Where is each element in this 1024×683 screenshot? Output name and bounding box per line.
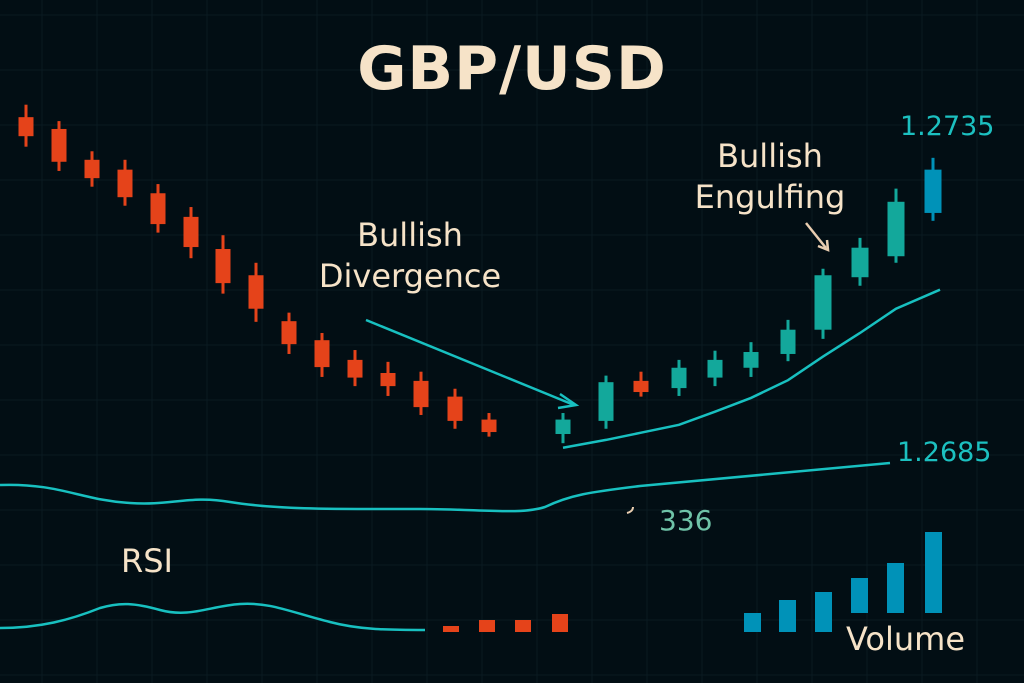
- candle-body: [814, 275, 832, 330]
- bearish-candle: [18, 104, 34, 147]
- bearish-candle: [481, 413, 497, 437]
- annotation-line: Bullish: [717, 137, 823, 175]
- bullish-candle: [555, 413, 571, 444]
- candle-body: [215, 249, 231, 284]
- candle-body: [671, 367, 687, 389]
- bullish-candle: [814, 268, 832, 339]
- bearish-candle: [51, 121, 67, 171]
- candle-body: [447, 396, 463, 421]
- moving-average-line: [562, 288, 941, 450]
- bearish-candle: [281, 312, 297, 354]
- volume-bar-bullish: [779, 600, 796, 632]
- volume-bar-bullish: [925, 532, 942, 613]
- small-mark: [626, 506, 634, 514]
- bullish-candle: [924, 157, 942, 221]
- volume-bars: [443, 532, 942, 632]
- annotation-line: Divergence: [318, 257, 502, 295]
- engulfing-arrow: [805, 222, 830, 252]
- candle-body: [380, 373, 396, 387]
- volume-bar-bearish: [515, 620, 531, 632]
- bearish-candle: [117, 159, 133, 206]
- bullish-candle: [851, 237, 869, 286]
- candle-body: [314, 340, 330, 368]
- candle-body: [84, 159, 100, 179]
- volume-bar-bearish: [443, 626, 459, 632]
- candle-body: [248, 275, 264, 309]
- candle-body: [347, 359, 363, 378]
- candle-body: [743, 352, 759, 368]
- bullish-candle: [743, 342, 759, 377]
- candle-body: [851, 247, 869, 278]
- candle-body: [780, 329, 796, 354]
- volume-bar-bearish: [479, 620, 495, 632]
- volume-bar-bullish: [887, 563, 904, 613]
- candle-body: [887, 201, 905, 257]
- price-label-top: 1.2735: [900, 111, 995, 142]
- bullish-candle: [780, 319, 796, 362]
- bearish-candle: [314, 332, 330, 377]
- bearish-candle: [347, 350, 363, 387]
- volume-bar-bullish: [744, 613, 761, 632]
- candle-body: [51, 128, 67, 162]
- candle-body: [281, 321, 297, 345]
- value-label: 336: [659, 504, 713, 537]
- bearish-candle: [633, 371, 649, 397]
- bearish-candle: [150, 184, 166, 233]
- chart-title: GBP/USD: [357, 34, 667, 104]
- bullish-candle: [598, 375, 614, 429]
- price-label-low: 1.2685: [897, 437, 992, 468]
- rsi-line: [0, 602, 426, 632]
- candle-body: [481, 419, 497, 433]
- candle-body: [598, 382, 614, 421]
- lower-indicator-line: [0, 461, 891, 513]
- bearish-candle: [84, 151, 100, 187]
- bullish-divergence-annotation: Bullish Divergence: [290, 215, 530, 297]
- annotation-line: Bullish: [357, 216, 463, 254]
- bearish-candle: [215, 235, 231, 294]
- candle-body: [18, 117, 34, 137]
- candle-body: [117, 169, 133, 198]
- bullish-candle: [887, 188, 905, 263]
- annotation-line: Engulfing: [694, 178, 846, 216]
- candle-body: [924, 169, 942, 213]
- candle-body: [555, 419, 571, 435]
- bullish-engulfing-annotation: Bullish Engulfing: [660, 136, 880, 218]
- candle-body: [633, 380, 649, 393]
- bearish-candle: [413, 371, 429, 415]
- bullish-candle: [671, 359, 687, 396]
- volume-bar-bearish: [552, 614, 568, 632]
- rsi-label: RSI: [121, 542, 173, 580]
- volume-label: Volume: [846, 620, 966, 658]
- candles: [18, 104, 942, 444]
- bearish-candle: [447, 388, 463, 429]
- divergence-arrow: [365, 318, 580, 410]
- candle-body: [150, 193, 166, 225]
- bearish-candle: [183, 207, 199, 259]
- volume-bar-bullish: [815, 592, 832, 632]
- candle-body: [707, 359, 723, 378]
- bearish-candle: [380, 361, 396, 396]
- candle-body: [183, 216, 199, 248]
- bullish-candle: [707, 350, 723, 387]
- candle-body: [413, 380, 429, 408]
- bearish-candle: [248, 262, 264, 322]
- volume-bar-bullish: [851, 578, 868, 613]
